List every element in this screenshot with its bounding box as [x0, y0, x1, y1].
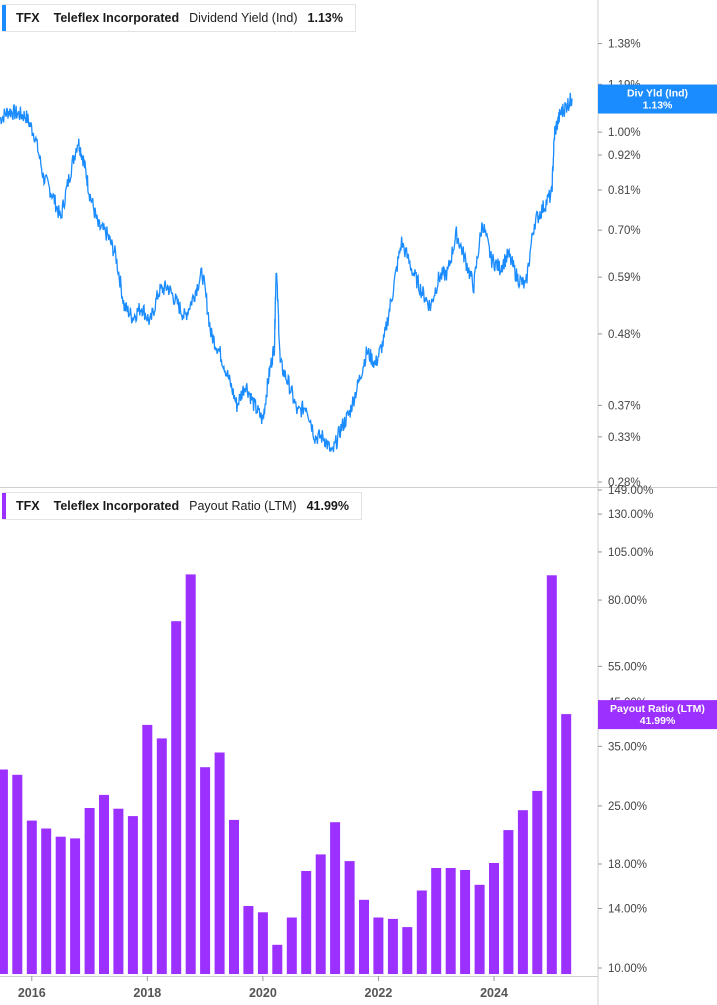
- dividend-yield-legend-swatch: [2, 5, 6, 31]
- payout-ratio-bar: [416, 890, 427, 974]
- y-tick-label: 0.92%: [608, 150, 641, 162]
- payout-ratio-bar: [0, 769, 8, 974]
- payout-ratio-bar: [503, 830, 514, 974]
- payout-ratio-legend-swatch: [2, 493, 6, 519]
- y-tick-label: 0.28%: [608, 477, 641, 489]
- legend-ticker: TFX: [16, 11, 40, 25]
- value-tag-value: 41.99%: [640, 715, 676, 727]
- legend-metric: Dividend Yield (Ind): [189, 11, 298, 25]
- payout-ratio-bar: [445, 868, 456, 974]
- legend-company: Teleflex Incorporated: [53, 11, 180, 25]
- dividend-yield-line: [0, 92, 573, 453]
- dividend-yield-plot: [0, 92, 573, 453]
- x-tick-label: 2016: [18, 986, 46, 1000]
- payout-ratio-bar: [55, 836, 66, 974]
- y-tick-label: 1.38%: [608, 39, 641, 51]
- payout-ratio-bar: [460, 870, 471, 974]
- payout-ratio-bar: [546, 575, 557, 974]
- payout-ratio-bar: [532, 790, 543, 974]
- payout-ratio-bar: [517, 810, 528, 974]
- y-tick-label: 25.00%: [608, 801, 647, 813]
- legend-value: 41.99%: [306, 499, 349, 513]
- payout-ratio-bar: [229, 819, 239, 974]
- payout-ratio-bar: [286, 917, 297, 974]
- payout-ratio-bar: [70, 838, 81, 974]
- legend-metric: Payout Ratio (LTM): [189, 499, 297, 513]
- payout-ratio-bar: [26, 820, 37, 974]
- y-tick-label: 18.00%: [608, 859, 647, 871]
- payout-ratio-bar: [41, 828, 52, 974]
- x-tick-label: 2022: [365, 986, 393, 1000]
- y-tick-label: 0.81%: [608, 185, 641, 197]
- payout-ratio-bar: [243, 906, 254, 974]
- x-tick-label: 2024: [480, 986, 508, 1000]
- payout-ratio-bar: [301, 871, 312, 974]
- y-tick-label: 105.00%: [608, 547, 653, 559]
- legend-value: 1.13%: [307, 11, 343, 25]
- payout-ratio-bar: [431, 868, 442, 974]
- payout-ratio-bar: [12, 774, 23, 974]
- payout-ratio-bar: [330, 822, 341, 974]
- payout-ratio-y-axis: 149.00%130.00%105.00%80.00%55.00%45.00%3…: [598, 485, 653, 975]
- payout-ratio-plot: [0, 574, 572, 974]
- payout-ratio-legend: TFX Teleflex Incorporated Payout Ratio (…: [2, 492, 362, 520]
- y-tick-label: 10.00%: [608, 963, 647, 975]
- payout-ratio-bar: [315, 854, 326, 974]
- y-tick-label: 14.00%: [608, 903, 647, 915]
- dividend-yield-value-tag: Div Yld (Ind)1.13%: [598, 84, 717, 114]
- legend-company: Teleflex Incorporated: [53, 499, 180, 513]
- legend-ticker: TFX: [16, 499, 40, 513]
- payout-ratio-bar: [185, 574, 196, 974]
- y-tick-label: 0.48%: [608, 329, 641, 341]
- payout-ratio-bar: [200, 767, 211, 974]
- value-tag-value: 1.13%: [643, 100, 673, 112]
- y-tick-label: 0.59%: [608, 272, 641, 284]
- payout-ratio-bar: [387, 918, 398, 974]
- payout-ratio-bar: [402, 927, 413, 974]
- y-tick-label: 0.37%: [608, 400, 641, 412]
- y-tick-label: 55.00%: [608, 661, 647, 673]
- dividend-yield-y-axis: 1.38%1.19%1.00%0.92%0.81%0.70%0.59%0.48%…: [598, 39, 641, 489]
- value-tag-title: Div Yld (Ind): [627, 88, 688, 100]
- y-tick-label: 35.00%: [608, 741, 647, 753]
- payout-ratio-bar: [359, 899, 369, 974]
- y-tick-label: 0.33%: [608, 432, 641, 444]
- payout-ratio-bar: [474, 884, 485, 974]
- payout-ratio-bar: [257, 912, 268, 974]
- payout-ratio-bar: [489, 863, 499, 974]
- payout-ratio-bar: [84, 808, 95, 974]
- x-tick-label: 2018: [133, 986, 161, 1000]
- payout-ratio-bar: [171, 621, 182, 974]
- y-tick-label: 1.00%: [608, 127, 641, 139]
- payout-ratio-bar: [142, 724, 153, 974]
- payout-ratio-bar: [156, 738, 167, 974]
- dividend-yield-legend: TFX Teleflex Incorporated Dividend Yield…: [2, 4, 356, 32]
- payout-ratio-bar: [561, 714, 572, 974]
- y-tick-label: 80.00%: [608, 595, 647, 607]
- y-tick-label: 130.00%: [608, 509, 653, 521]
- y-tick-label: 149.00%: [608, 485, 653, 497]
- value-tag-background: [598, 700, 717, 730]
- x-axis: 2016 2018 2020 2022 2024: [18, 976, 508, 1000]
- payout-ratio-bar: [127, 816, 138, 974]
- payout-ratio-bar: [344, 861, 355, 974]
- payout-ratio-bar: [113, 808, 124, 974]
- value-tag-background: [598, 84, 717, 114]
- x-tick-label: 2020: [249, 986, 277, 1000]
- value-tag-title: Payout Ratio (LTM): [610, 703, 705, 715]
- y-tick-label: 0.70%: [608, 225, 641, 237]
- payout-ratio-bar: [272, 944, 283, 974]
- payout-ratio-value-tag: Payout Ratio (LTM)41.99%: [598, 700, 717, 730]
- payout-ratio-bar: [99, 794, 109, 974]
- payout-ratio-bar: [214, 752, 225, 974]
- payout-ratio-bar: [373, 917, 384, 974]
